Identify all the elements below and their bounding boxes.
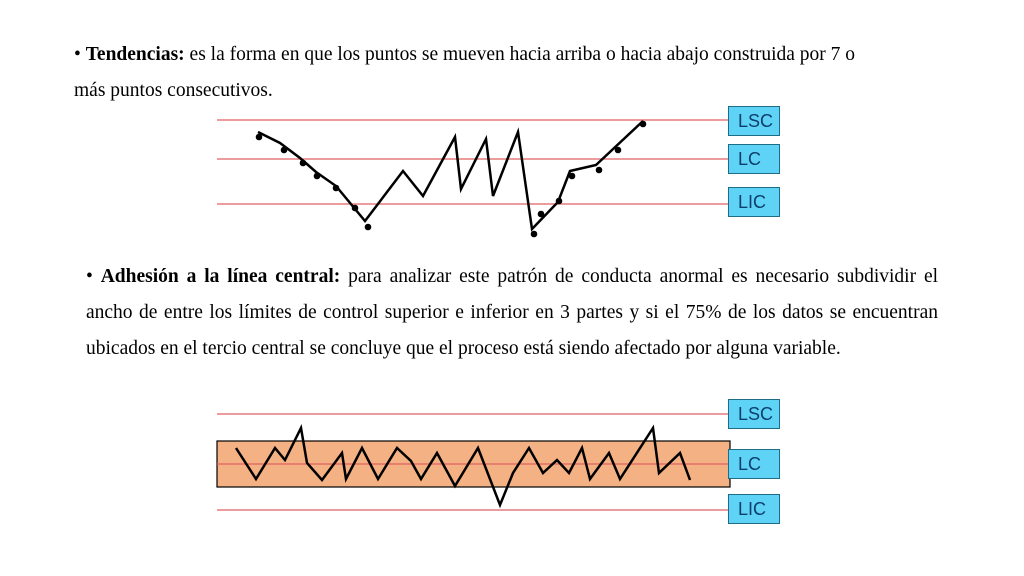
chart2-data-line xyxy=(234,424,692,509)
trends-title: Tendencias: xyxy=(85,44,185,65)
chart1-lic-label: LIC xyxy=(728,187,780,217)
chart1-trend-line xyxy=(257,120,644,232)
adhesion-text: para analizar este patrón de conducta an… xyxy=(86,266,939,359)
trends-paragraph: • Tendencias: es la forma en que los pun… xyxy=(74,37,874,109)
chart2-lsc-label: LSC xyxy=(728,399,780,429)
bullet: • xyxy=(86,266,93,287)
chart2-lc-label: LC xyxy=(728,449,780,479)
adhesion-title: Adhesión a la línea central: xyxy=(100,266,341,287)
chart2-lic-label: LIC xyxy=(728,494,780,524)
bullet: • xyxy=(74,44,81,65)
trends-text: es la forma en que los puntos se mueven … xyxy=(74,44,856,101)
chart1-lc-label: LC xyxy=(728,144,780,174)
chart1-points xyxy=(255,120,647,238)
adhesion-paragraph: • Adhesión a la línea central: para anal… xyxy=(86,259,938,367)
chart1-lsc-label: LSC xyxy=(728,106,780,136)
